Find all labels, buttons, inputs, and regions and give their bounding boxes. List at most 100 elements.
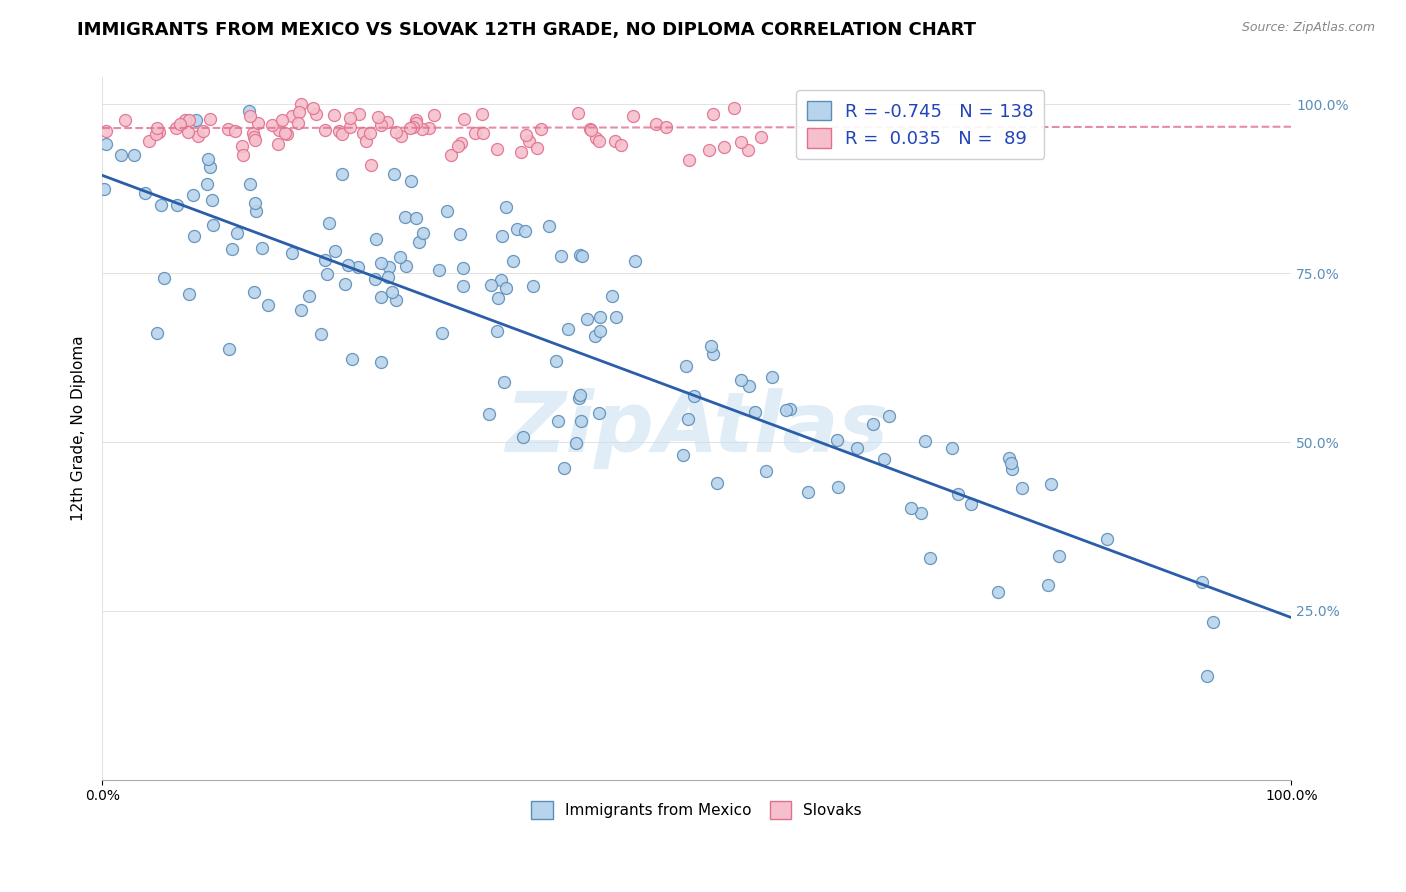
Point: [231, 139, 253, 153]
Point: [166, 197, 188, 211]
Point: [702, 107, 724, 121]
Point: [479, 277, 502, 292]
Point: [569, 388, 592, 402]
Point: [600, 289, 623, 303]
Point: [706, 476, 728, 491]
Point: [515, 224, 537, 238]
Point: [114, 112, 136, 127]
Point: [568, 392, 591, 406]
Point: [872, 452, 894, 467]
Point: [399, 174, 422, 188]
Point: [388, 250, 411, 264]
Point: [702, 347, 724, 361]
Point: [256, 298, 278, 312]
Point: [515, 128, 537, 142]
Point: [411, 122, 433, 136]
Point: [502, 254, 524, 268]
Point: [262, 119, 284, 133]
Point: [738, 379, 761, 393]
Point: [309, 327, 332, 342]
Point: [94, 136, 117, 151]
Point: [948, 487, 970, 501]
Point: [697, 143, 720, 157]
Point: [349, 106, 371, 120]
Point: [398, 121, 420, 136]
Point: [316, 268, 339, 282]
Point: [177, 125, 200, 139]
Point: [489, 273, 512, 287]
Point: [579, 121, 602, 136]
Point: [183, 228, 205, 243]
Point: [512, 430, 534, 444]
Point: [492, 376, 515, 390]
Point: [713, 140, 735, 154]
Point: [730, 136, 752, 150]
Point: [145, 127, 167, 141]
Point: [177, 113, 200, 128]
Point: [298, 288, 321, 302]
Point: [987, 585, 1010, 599]
Point: [267, 123, 290, 137]
Point: [328, 124, 350, 138]
Point: [364, 232, 387, 246]
Point: [232, 148, 254, 162]
Point: [589, 324, 612, 338]
Point: [486, 324, 509, 338]
Point: [1191, 575, 1213, 590]
Point: [418, 120, 440, 135]
Point: [723, 101, 745, 115]
Point: [150, 198, 173, 212]
Point: [342, 351, 364, 366]
Point: [274, 127, 297, 141]
Point: [998, 451, 1021, 466]
Point: [605, 310, 627, 325]
Point: [201, 194, 224, 208]
Point: [243, 285, 266, 299]
Point: [495, 200, 517, 214]
Point: [737, 143, 759, 157]
Point: [486, 142, 509, 156]
Point: [877, 409, 900, 423]
Point: [624, 253, 647, 268]
Point: [585, 131, 607, 145]
Point: [276, 127, 298, 141]
Point: [333, 277, 356, 291]
Point: [330, 167, 353, 181]
Point: [394, 210, 416, 224]
Point: [183, 187, 205, 202]
Point: [1202, 615, 1225, 629]
Point: [245, 195, 267, 210]
Point: [569, 248, 592, 262]
Point: [440, 147, 463, 161]
Text: Source: ZipAtlas.com: Source: ZipAtlas.com: [1241, 21, 1375, 35]
Point: [755, 464, 778, 478]
Point: [173, 112, 195, 127]
Text: IMMIGRANTS FROM MEXICO VS SLOVAK 12TH GRADE, NO DIPLOMA CORRELATION CHART: IMMIGRANTS FROM MEXICO VS SLOVAK 12TH GR…: [77, 21, 976, 39]
Point: [610, 137, 633, 152]
Point: [451, 261, 474, 276]
Point: [360, 158, 382, 172]
Point: [94, 124, 117, 138]
Point: [412, 226, 434, 240]
Point: [488, 292, 510, 306]
Point: [645, 117, 668, 131]
Point: [314, 253, 336, 268]
Point: [471, 107, 494, 121]
Point: [671, 448, 693, 462]
Point: [169, 117, 191, 131]
Point: [449, 227, 471, 242]
Point: [427, 263, 450, 277]
Point: [678, 412, 700, 426]
Point: [959, 497, 981, 511]
Point: [110, 148, 132, 162]
Point: [589, 310, 612, 324]
Point: [423, 108, 446, 122]
Point: [377, 260, 399, 274]
Point: [576, 312, 599, 326]
Point: [678, 153, 700, 168]
Point: [197, 152, 219, 166]
Y-axis label: 12th Grade, No Diploma: 12th Grade, No Diploma: [72, 335, 86, 521]
Point: [148, 125, 170, 139]
Point: [367, 111, 389, 125]
Point: [389, 128, 412, 143]
